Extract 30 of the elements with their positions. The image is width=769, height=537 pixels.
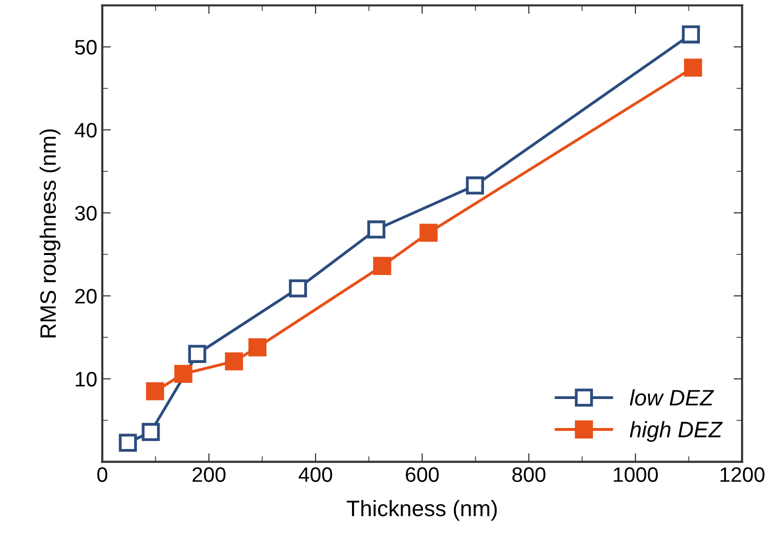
point xyxy=(682,25,700,44)
legend-label: low DEZ xyxy=(630,389,714,406)
x-tick-label: 0 xyxy=(97,467,108,482)
x-tick-label: 1000 xyxy=(614,467,658,482)
point xyxy=(146,382,164,400)
point xyxy=(118,434,137,452)
y-tick-label: 10 xyxy=(76,372,97,387)
x-axis-title: Thickness (nm) xyxy=(346,500,497,521)
x-tick-label: 1200 xyxy=(720,467,764,482)
point xyxy=(466,176,484,194)
point xyxy=(248,338,266,356)
y-tick-label: 20 xyxy=(75,288,97,304)
y-tick-label: 30 xyxy=(75,206,97,221)
point xyxy=(367,220,386,238)
point xyxy=(684,58,702,77)
y-tick-label: 40 xyxy=(74,122,97,138)
point xyxy=(420,224,438,242)
legend-label: high DEZ xyxy=(630,421,723,442)
point xyxy=(142,422,160,441)
y-tick-label: 50 xyxy=(75,40,97,55)
x-tick-label: 400 xyxy=(298,467,332,482)
x-tick-label: 600 xyxy=(406,467,439,482)
y-axis-title: RMS roughness (nm) xyxy=(40,129,60,338)
point xyxy=(224,352,243,370)
x-tick-label: 200 xyxy=(192,467,226,482)
point xyxy=(174,364,192,383)
point xyxy=(188,344,206,363)
x-tick-label: 800 xyxy=(512,467,546,482)
point xyxy=(373,256,392,275)
point xyxy=(288,279,307,298)
